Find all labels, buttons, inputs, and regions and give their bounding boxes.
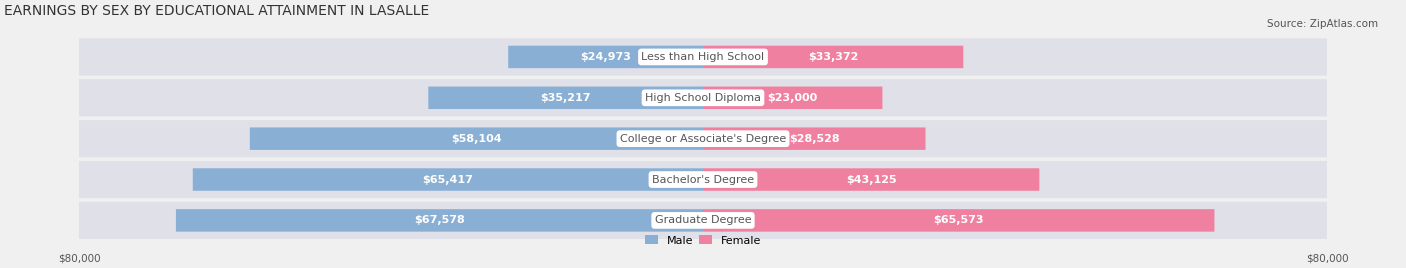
Legend: Male, Female: Male, Female — [640, 231, 766, 250]
FancyBboxPatch shape — [193, 168, 703, 191]
Text: $65,417: $65,417 — [422, 174, 474, 185]
FancyBboxPatch shape — [703, 87, 883, 109]
FancyBboxPatch shape — [508, 46, 703, 68]
Text: EARNINGS BY SEX BY EDUCATIONAL ATTAINMENT IN LASALLE: EARNINGS BY SEX BY EDUCATIONAL ATTAINMEN… — [4, 4, 429, 18]
FancyBboxPatch shape — [79, 38, 1327, 76]
Text: $24,973: $24,973 — [581, 52, 631, 62]
FancyBboxPatch shape — [429, 87, 703, 109]
FancyBboxPatch shape — [79, 79, 1327, 116]
Text: Graduate Degree: Graduate Degree — [655, 215, 751, 225]
Text: Less than High School: Less than High School — [641, 52, 765, 62]
Text: $67,578: $67,578 — [415, 215, 465, 225]
Text: $58,104: $58,104 — [451, 134, 502, 144]
FancyBboxPatch shape — [703, 168, 1039, 191]
FancyBboxPatch shape — [176, 209, 703, 232]
Text: $65,573: $65,573 — [934, 215, 984, 225]
Text: Source: ZipAtlas.com: Source: ZipAtlas.com — [1267, 19, 1378, 29]
Text: High School Diploma: High School Diploma — [645, 93, 761, 103]
Text: $33,372: $33,372 — [808, 52, 858, 62]
FancyBboxPatch shape — [703, 127, 925, 150]
Text: $28,528: $28,528 — [789, 134, 839, 144]
Text: $35,217: $35,217 — [540, 93, 591, 103]
FancyBboxPatch shape — [79, 120, 1327, 157]
Text: Bachelor's Degree: Bachelor's Degree — [652, 174, 754, 185]
FancyBboxPatch shape — [79, 202, 1327, 239]
Text: $43,125: $43,125 — [846, 174, 897, 185]
Text: College or Associate's Degree: College or Associate's Degree — [620, 134, 786, 144]
FancyBboxPatch shape — [703, 46, 963, 68]
FancyBboxPatch shape — [703, 209, 1215, 232]
FancyBboxPatch shape — [250, 127, 703, 150]
Text: $23,000: $23,000 — [768, 93, 818, 103]
FancyBboxPatch shape — [79, 161, 1327, 198]
